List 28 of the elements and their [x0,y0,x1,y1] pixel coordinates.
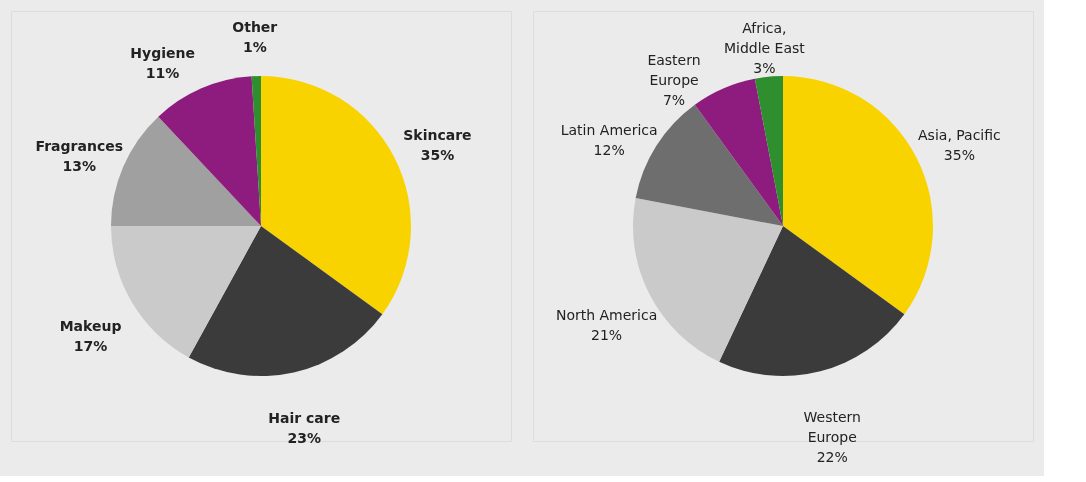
slice-label: Western Europe [803,408,861,445]
pie-slice [158,76,261,226]
slice-label: Makeup [59,317,122,334]
slice-label: Fragrances [35,138,124,155]
slice-label: North America [555,306,658,323]
slice-label: Hair care [268,410,341,427]
slice-label: Hygiene [130,45,195,62]
data-label: 35% [420,147,455,164]
data-label: 17% [73,337,108,354]
data-label: 22% [816,448,848,465]
pie-slice [719,226,905,376]
data-label: 7% [662,91,686,108]
slice-label: Skincare [403,127,472,144]
data-label: 13% [62,158,97,175]
data-label: 23% [287,430,321,447]
data-label: 21% [591,326,623,343]
slice-label: Other [232,19,278,36]
pie-slice [188,226,383,376]
data-label: 3% [753,59,776,76]
slice-label: Eastern Europe [647,51,701,88]
slice-label: Latin America [560,122,658,139]
pie-slice [754,76,783,226]
slice-label: Africa, Middle East [723,19,806,56]
data-label: 35% [943,147,975,164]
slice-label: Asia, Pacific [918,127,1001,144]
data-label: 12% [593,142,625,159]
data-label: 11% [145,65,180,82]
data-label: 1% [242,39,267,56]
